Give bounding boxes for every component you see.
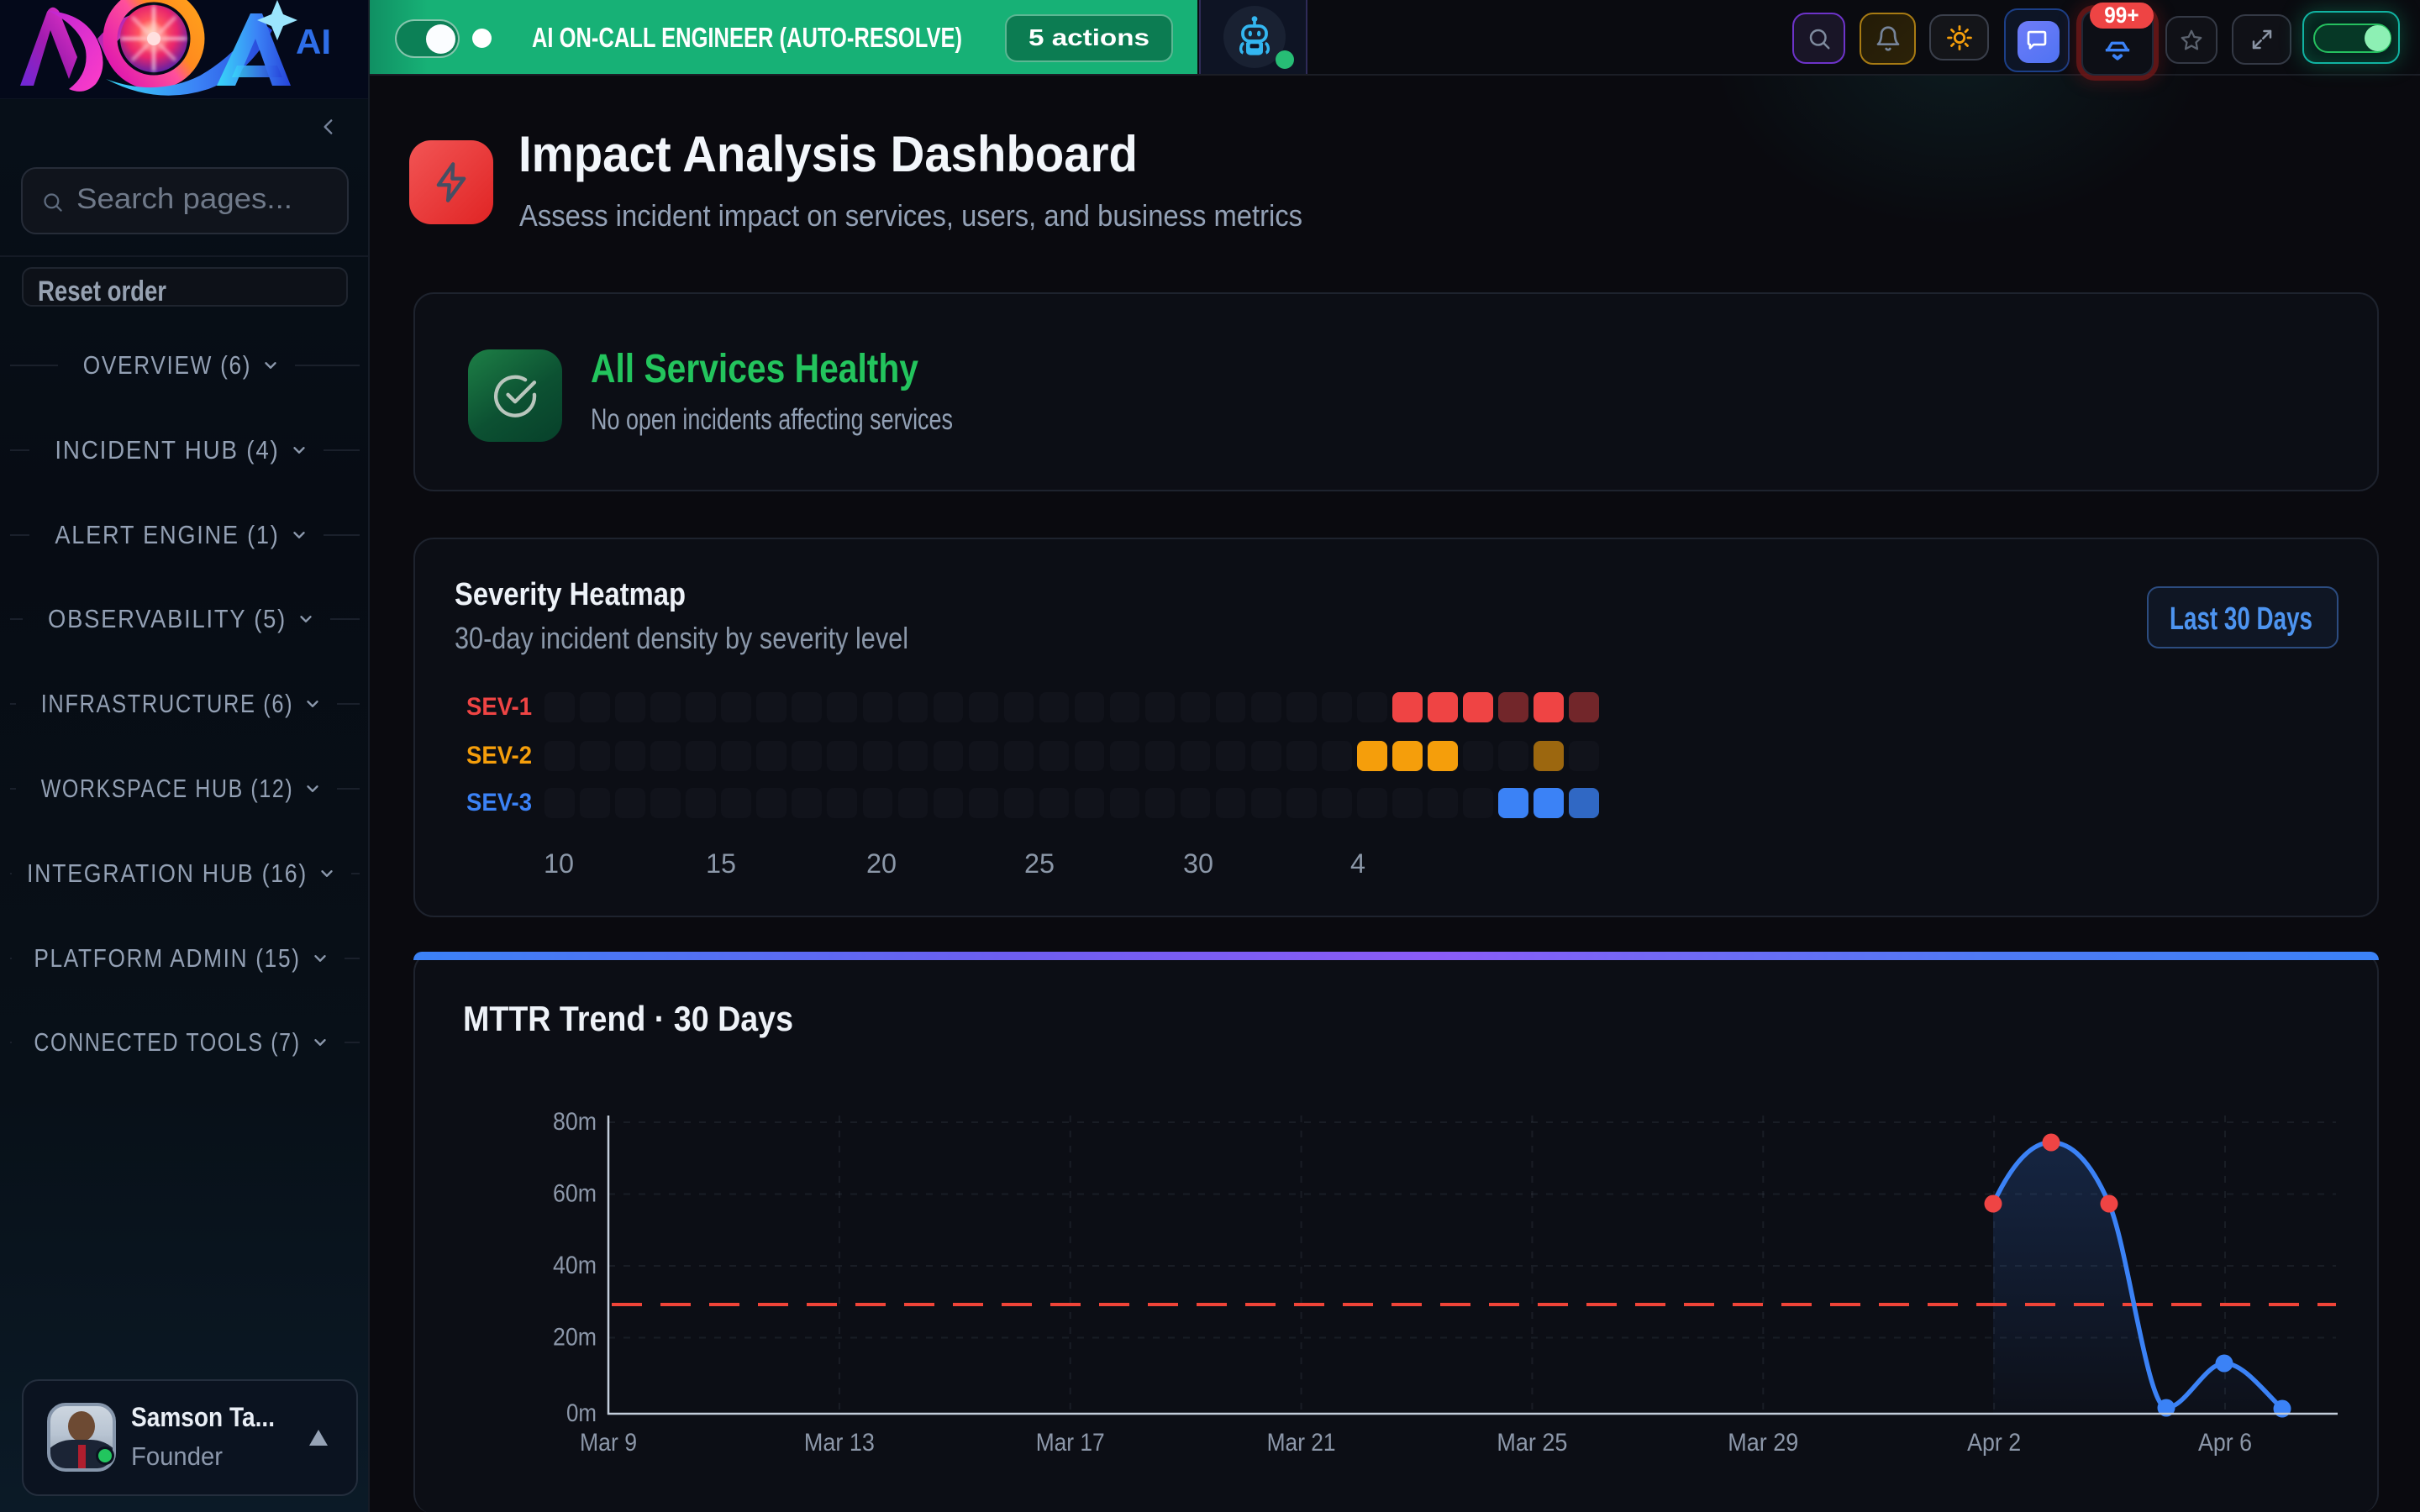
- svg-text:AI: AI: [296, 22, 331, 61]
- svg-text:Apr 6: Apr 6: [2198, 1429, 2252, 1457]
- svg-text:20m: 20m: [553, 1324, 597, 1352]
- svg-text:0m: 0m: [566, 1399, 597, 1427]
- svg-text:Mar 25: Mar 25: [1497, 1429, 1567, 1457]
- svg-text:40m: 40m: [553, 1252, 597, 1279]
- svg-text:Mar 29: Mar 29: [1728, 1429, 1798, 1457]
- svg-text:Apr 2: Apr 2: [1967, 1429, 2021, 1457]
- svg-text:Mar 13: Mar 13: [804, 1429, 875, 1457]
- svg-text:80m: 80m: [553, 1108, 597, 1136]
- svg-text:Mar 17: Mar 17: [1036, 1429, 1105, 1457]
- svg-text:60m: 60m: [553, 1180, 597, 1208]
- svg-text:Mar 21: Mar 21: [1267, 1429, 1336, 1457]
- svg-text:Mar 9: Mar 9: [580, 1429, 637, 1457]
